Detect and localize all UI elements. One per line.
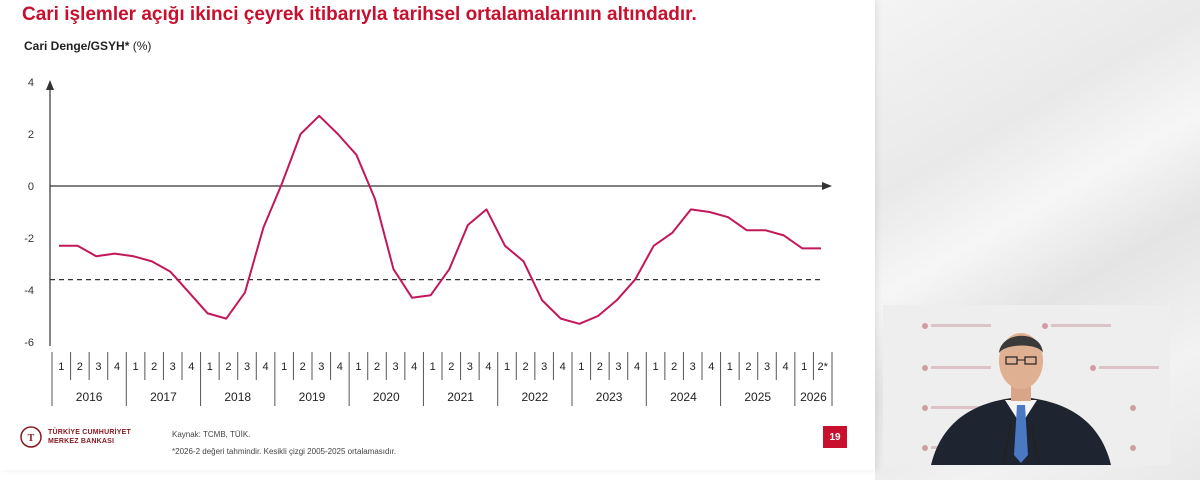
quarter-tick-label: 3 [764,361,770,373]
quarter-tick-label: 4 [114,361,120,373]
y-axis-title-text: Cari Denge/GSYH* [24,39,130,53]
quarter-tick-label: 4 [263,361,269,373]
quarter-tick-label: 2 [745,361,751,373]
svg-text:T: T [28,433,35,444]
quarter-tick-label: 3 [690,361,696,373]
year-tick-label: 2023 [596,390,623,404]
quarter-tick-label: 1 [281,361,287,373]
y-tick-label: -2 [24,233,34,245]
quarter-tick-label: 2 [523,361,529,373]
year-tick-label: 2017 [150,390,177,404]
line-chart: 420-2-4-61 2 3 4 1 2 3 4 1 2 3 4 1 2 3 4 1 2 3 4 1 2 3 4 1 2 3 4 1 2 3… [24,77,833,406]
quarter-tick-label: 4 [485,361,491,373]
quarter-tick-label: 4 [188,361,194,373]
slide: Cari işlemler açığı ikinci çeyrek itibar… [20,4,847,456]
y-axis-unit: (%) [132,39,152,53]
page-number-badge: 19 [823,426,847,448]
quarter-tick-label: 4 [708,361,714,373]
quarter-tick-label: 4 [634,361,640,373]
quarter-tick-label: 3 [467,361,473,373]
quarter-tick-label: 3 [95,361,101,373]
quarter-tick-label: 1 [58,361,64,373]
y-tick-label: 2 [28,129,34,141]
year-tick-label: 2022 [522,390,549,404]
series-line [59,114,821,325]
quarter-tick-label: 4 [411,361,417,373]
x-axis-arrow-icon [822,182,832,190]
quarter-tick-label: 4 [783,361,789,373]
quarter-tick-label: 1 [504,361,510,373]
quarter-tick-label: 3 [170,361,176,373]
speaker-video-image [883,305,1170,465]
quarter-tick-label: 1 [207,361,213,373]
quarter-tick-label: 2 [597,361,603,373]
quarter-tick-label: 1 [653,361,659,373]
quarter-tick-label: 3 [244,361,250,373]
page-title: Cari işlemler açığı ikinci çeyrek itibar… [22,4,697,25]
quarter-tick-label: 1 [801,361,807,373]
quarter-tick-label: 1 [578,361,584,373]
quarter-tick-label: 2 [151,361,157,373]
quarter-tick-label: 2 [225,361,231,373]
quarter-tick-label: 2 [77,361,83,373]
year-tick-label: 2021 [447,390,474,404]
quarter-tick-label: 1 [430,361,436,373]
quarter-tick-label: 3 [615,361,621,373]
y-axis-arrow-icon [46,80,54,90]
logo-text: TÜRKİYE CUMHURİYET MERKEZ BANKASI [48,428,131,446]
quarter-tick-label: 2 [448,361,454,373]
source-text: Kaynak: TCMB, TÜİK. [172,430,251,439]
y-tick-label: -4 [24,285,34,297]
quarter-tick-label: 3 [541,361,547,373]
quarter-tick-label: 1 [133,361,139,373]
quarter-tick-label: 2* [818,361,829,373]
quarter-tick-label: 2 [300,361,306,373]
quarter-tick-label: 3 [393,361,399,373]
footnote-text: *2026-2 değeri tahmindir. Kesikli çizgi … [172,447,397,456]
quarter-tick-label: 2 [671,361,677,373]
quarter-tick-label: 4 [560,361,566,373]
year-tick-label: 2016 [76,390,103,404]
year-tick-label: 2018 [224,390,251,404]
y-tick-label: -6 [24,337,34,349]
cbrt-emblem-icon: T [20,426,42,448]
year-tick-label: 2020 [373,390,400,404]
y-tick-label: 0 [28,181,34,193]
year-tick-label: 2024 [670,390,697,404]
year-tick-label: 2019 [299,390,326,404]
quarter-tick-label: 1 [355,361,361,373]
video-feed [883,305,1170,465]
y-axis-title: Cari Denge/GSYH* (%) [24,39,151,53]
y-tick-label: 4 [28,77,34,89]
year-tick-label: 2025 [744,390,771,404]
logo-line-1: TÜRKİYE CUMHURİYET [48,429,131,436]
quarter-tick-label: 2 [374,361,380,373]
cbrt-logo: T TÜRKİYE CUMHURİYET MERKEZ BANKASI [20,426,131,448]
year-tick-label: 2026 [800,390,827,404]
quarter-tick-label: 4 [337,361,343,373]
quarter-tick-label: 1 [727,361,733,373]
quarter-tick-label: 3 [318,361,324,373]
logo-line-2: MERKEZ BANKASI [48,438,115,445]
